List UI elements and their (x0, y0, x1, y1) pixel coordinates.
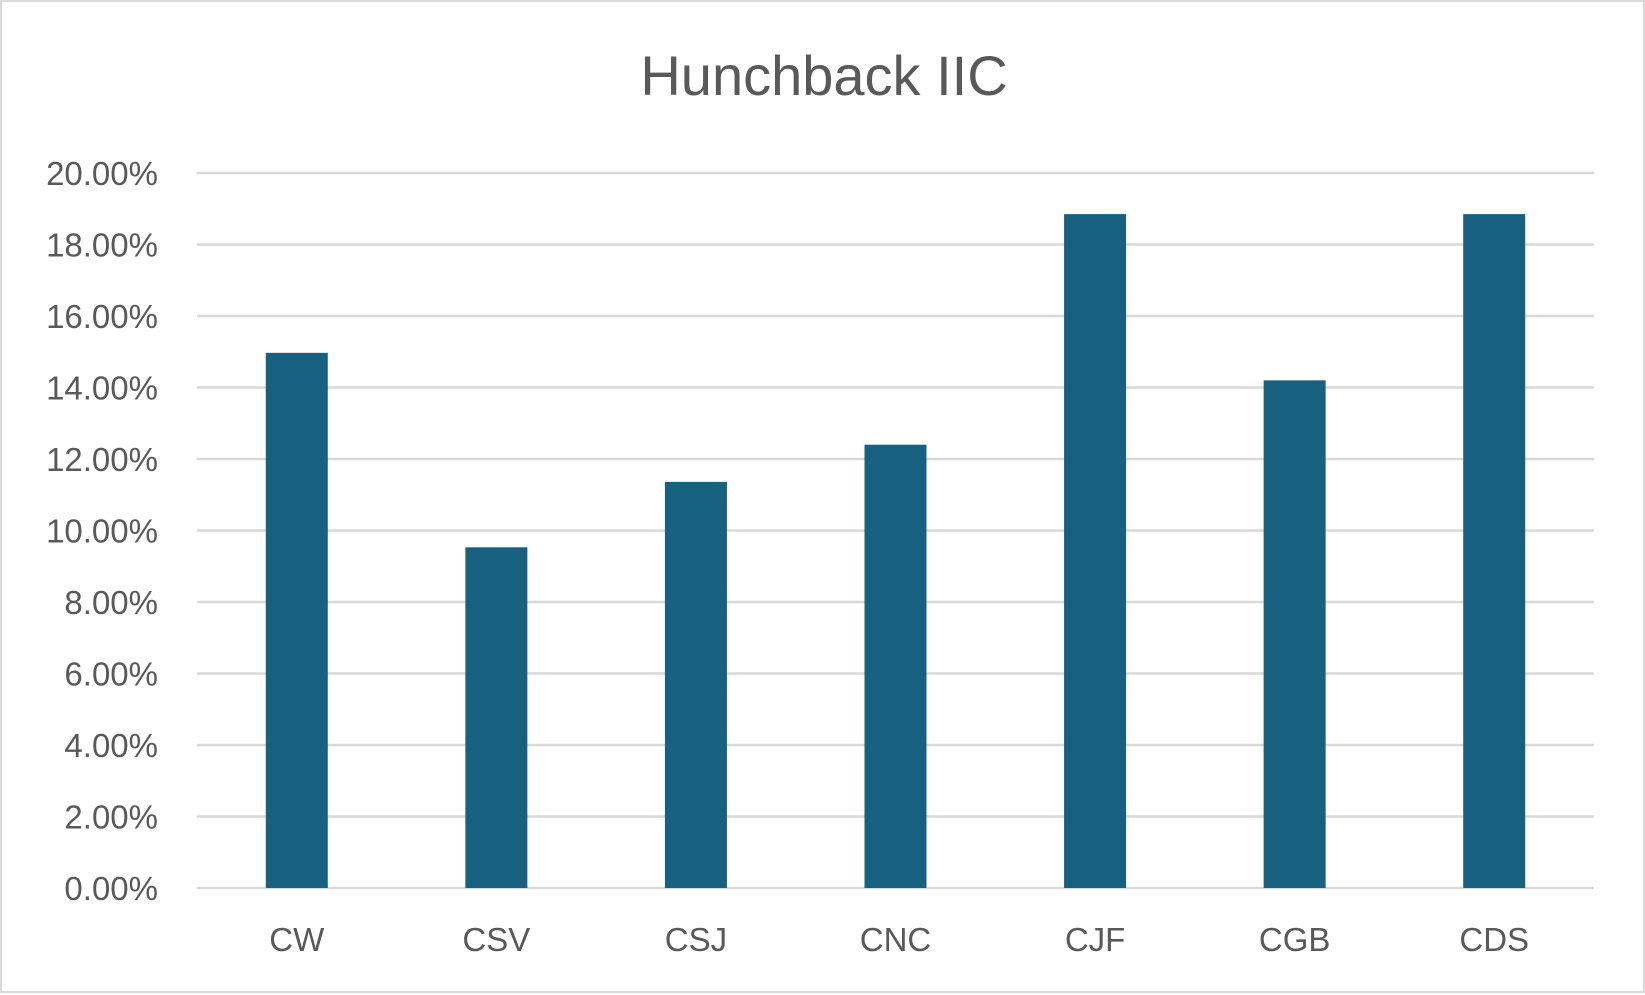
bars (265, 214, 1526, 889)
y-tick-label: 20.00% (46, 155, 158, 192)
x-tick-label: CW (269, 921, 325, 958)
bar-csv (465, 547, 528, 888)
y-tick-label: 14.00% (46, 370, 158, 407)
x-tick-label: CNC (860, 921, 932, 958)
x-tick-label: CSJ (665, 921, 727, 958)
y-tick-label: 10.00% (46, 513, 158, 550)
x-tick-label: CSV (462, 921, 530, 958)
y-tick-label: 0.00% (64, 870, 158, 907)
x-axis-tick-labels: CW CSV CSJ CNC CJF CGB CDS (269, 921, 1529, 958)
y-axis-tick-labels: 0.00% 2.00% 4.00% 6.00% 8.00% 10.00% 12.00% 14.… (46, 155, 158, 907)
y-tick-label: 18.00% (46, 227, 158, 264)
x-tick-label: CGB (1259, 921, 1331, 958)
y-tick-label: 12.00% (46, 441, 158, 478)
y-tick-label: 6.00% (64, 656, 158, 693)
y-tick-label: 8.00% (64, 584, 158, 621)
bar-cds (1463, 214, 1526, 889)
bar-cw (265, 352, 328, 888)
y-tick-label: 4.00% (64, 727, 158, 764)
y-tick-label: 2.00% (64, 799, 158, 836)
bar-cjf (1064, 214, 1127, 889)
bar-cnc (864, 444, 927, 888)
bar-csj (664, 481, 727, 888)
x-tick-label: CDS (1459, 921, 1529, 958)
y-tick-label: 16.00% (46, 298, 158, 335)
x-tick-label: CJF (1065, 921, 1126, 958)
chart-title: Hunchback IIC (640, 44, 1007, 107)
bar-cgb (1263, 380, 1326, 888)
